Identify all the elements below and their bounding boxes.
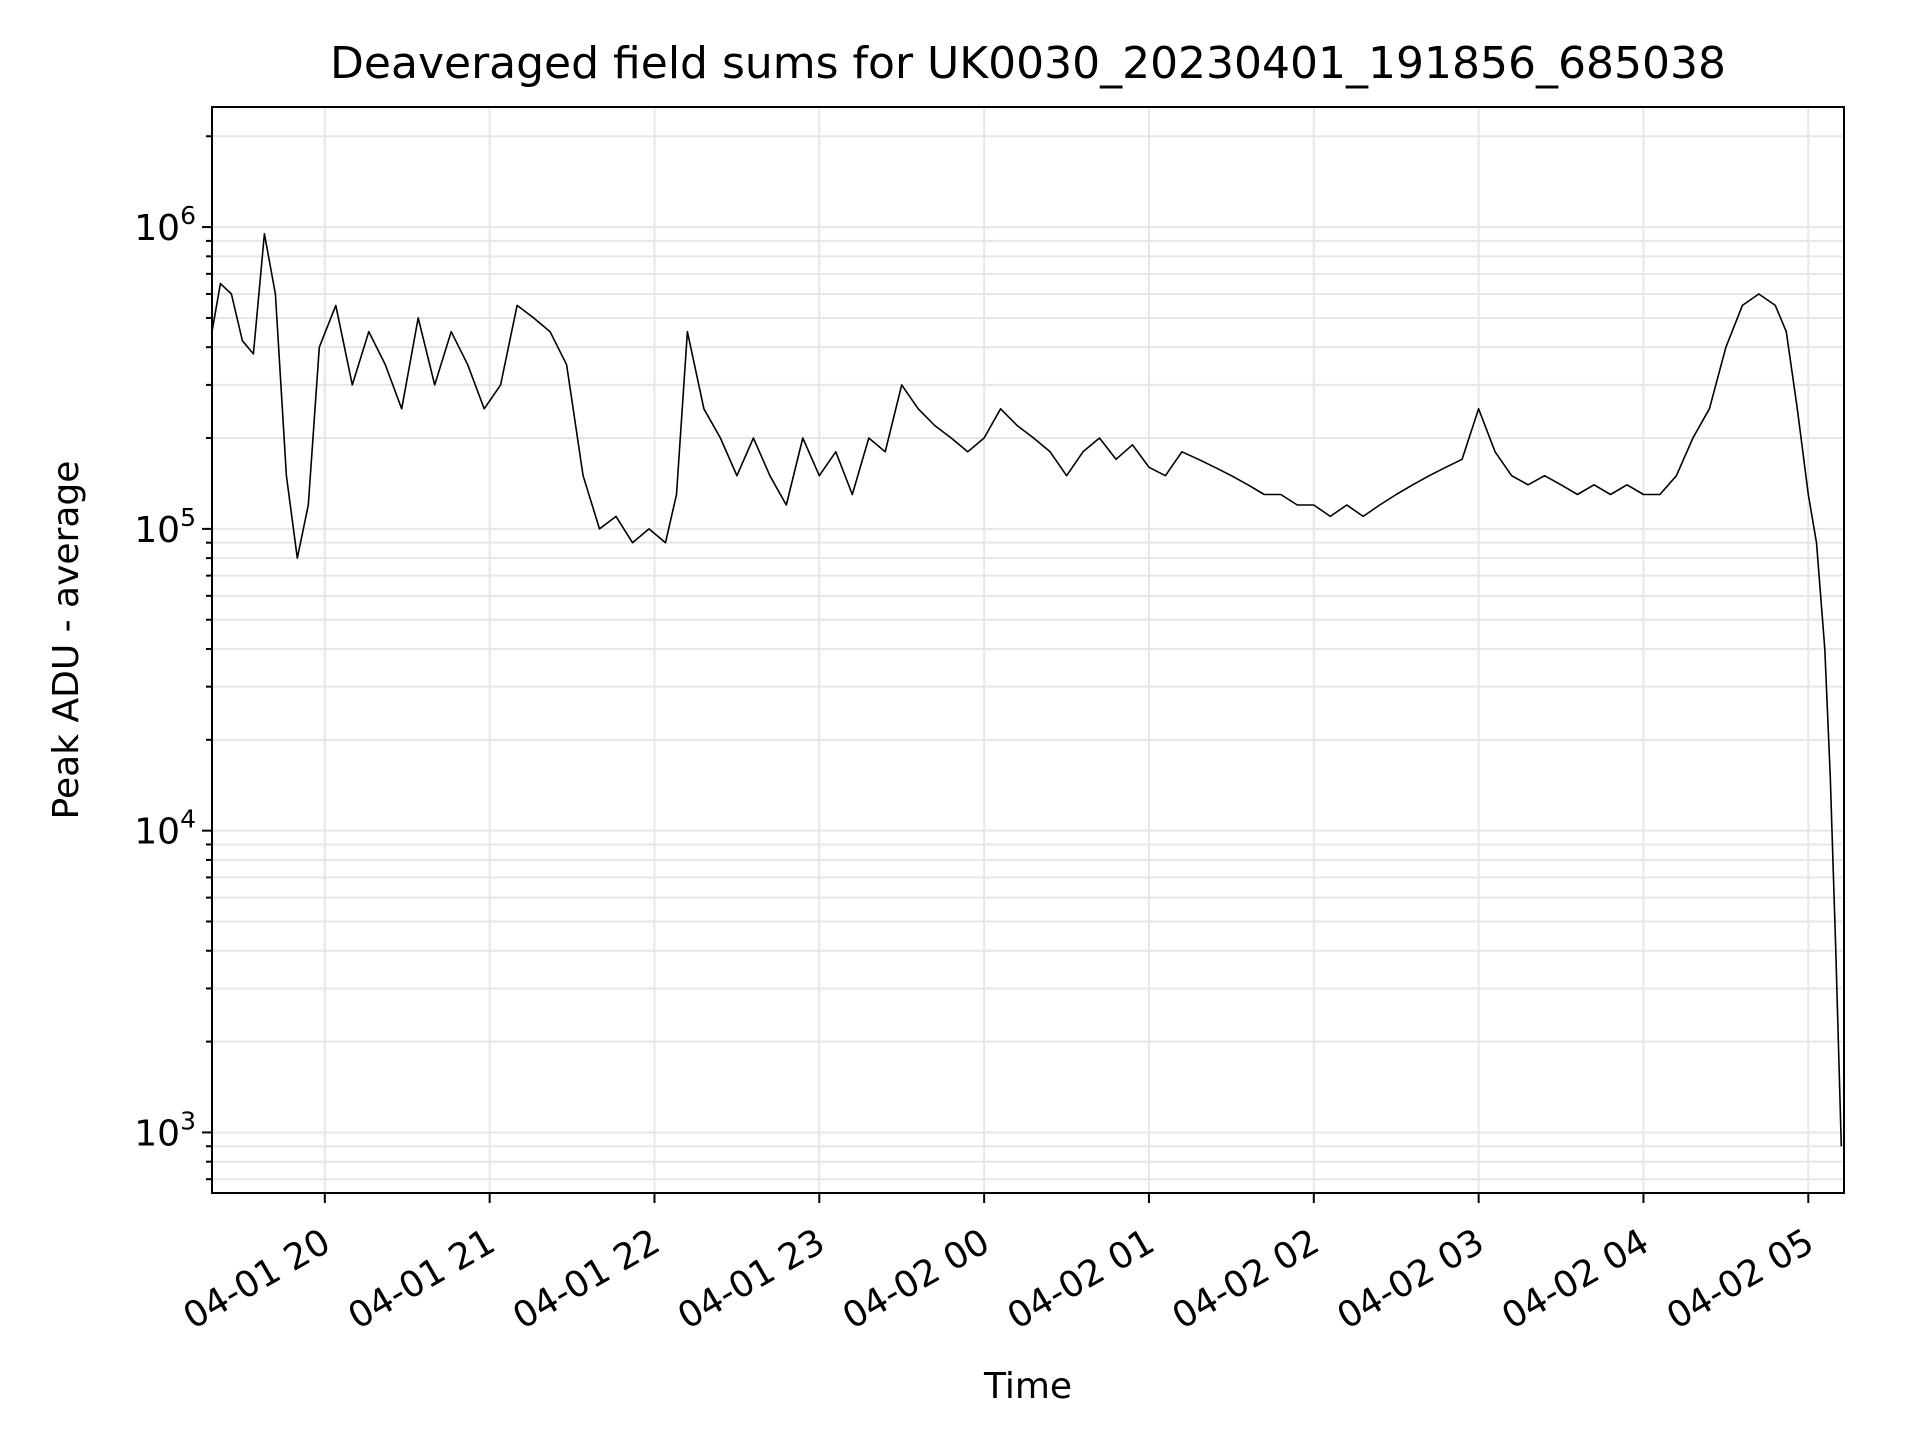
y-tick-label: 103 [134, 1106, 196, 1154]
series-line-group [211, 233, 1843, 1147]
chart-title: Deaveraged field sums for UK0030_2023040… [330, 38, 1726, 89]
series-line [211, 233, 1843, 1147]
x-axis-label: Time [983, 1366, 1072, 1407]
y-tick-label: 104 [134, 805, 196, 853]
grid [212, 107, 1844, 1193]
y-axis-label: Peak ADU - average [46, 461, 87, 820]
y-tick-label: 106 [134, 201, 196, 249]
plot-frame [211, 106, 1845, 1194]
y-tick-label: 105 [134, 503, 196, 551]
